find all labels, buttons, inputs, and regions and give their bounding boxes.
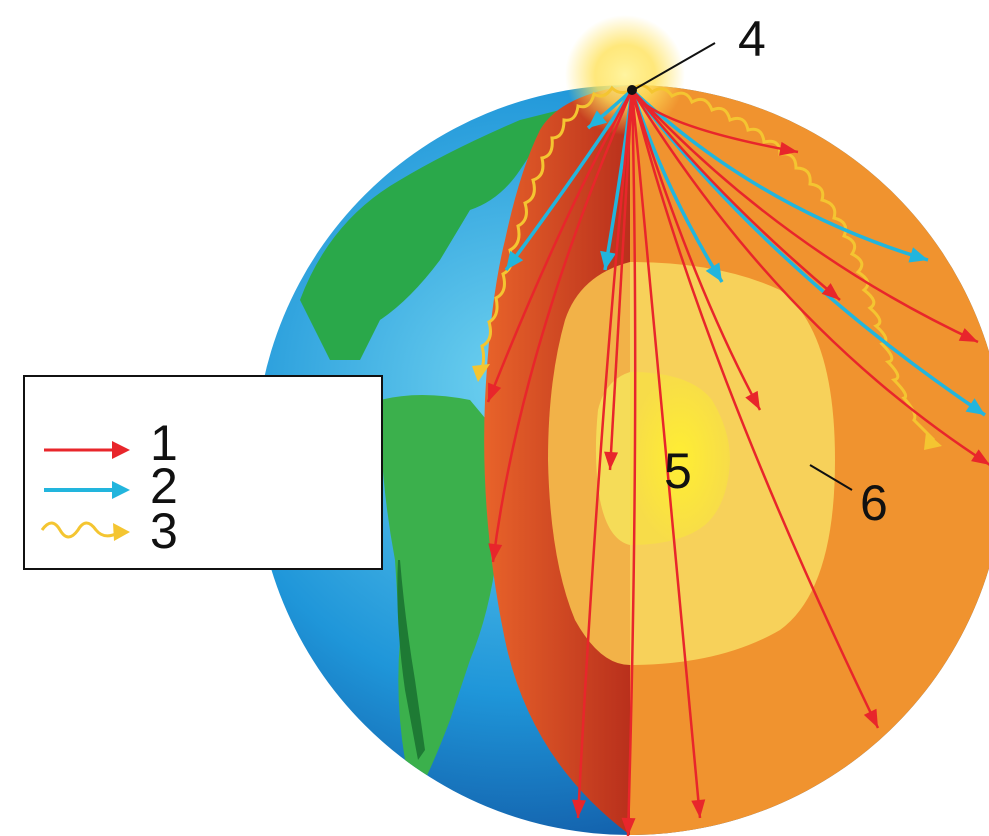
legend-surface-wave-arrowhead [113,523,130,541]
p-wave-ray-8-arrowhead [971,449,989,465]
s-wave-ray-5-arrowhead [908,247,928,263]
legend-p-wave-arrowhead [112,441,130,459]
legend-label-2: 2 [150,458,178,514]
p-wave-ray-4 [576,89,634,819]
inner-core-label: 5 [664,443,692,499]
p-wave-ray-3-arrowhead [488,543,503,562]
outer-core-leader-line [809,464,853,491]
p-wave-ray-9 [631,89,979,344]
earth-cutaway [484,85,989,835]
outer-core-label: 6 [860,475,888,531]
outer-core-section [630,262,835,665]
legend-item-surface-wave: 3 [40,503,178,559]
surface-wave-left-arrowhead [472,364,490,382]
p-wave-ray-6 [630,89,702,819]
outer-core-cut-face [548,262,630,665]
p-wave-ray-5-arrowhead [621,817,636,836]
p-wave-ray-7 [630,89,880,729]
andes-ridge [397,560,425,760]
p-wave-ray-2 [486,89,634,403]
surface-waves [472,84,942,450]
s-wave-ray-2-arrowhead [506,250,524,270]
p-wave-ray-8 [630,89,989,466]
p-wave-ray-5 [626,89,637,836]
legend: 1 2 3 [23,375,383,570]
p-wave-ray-7-arrowhead [863,708,878,728]
p-wave-ray-6-arrowhead [691,799,706,818]
epicenter-glow [565,15,685,135]
s-wave-ray-5 [630,88,929,262]
legend-surface-wave-line [40,521,119,539]
legend-s-wave-arrowhead [112,481,130,499]
legend-box [23,375,383,570]
epicenter-leader-line [634,42,716,90]
legend-item-p-wave: 1 [44,415,178,471]
p-wave-ray-11-arrowhead [604,451,619,470]
surface-wave-right [630,84,936,442]
legend-item-s-wave: 2 [44,458,178,514]
s-wave-ray-6-arrowhead [965,398,985,415]
surface-wave-right-arrowhead [924,432,942,450]
legend-label-3: 3 [150,503,178,559]
legend-label-1: 1 [150,415,178,471]
continents [300,110,560,790]
s-wave-ray-3-arrowhead [600,250,616,270]
p-waves [486,89,989,836]
p-wave-ray-2-arrowhead [488,382,502,402]
p-wave-ray-1-arrowhead [779,141,798,156]
north-america-landmass [300,110,560,360]
s-wave-ray-2 [504,89,634,272]
p-wave-ray-4-arrowhead [571,799,586,818]
p-wave-ray-12-arrowhead [745,390,760,410]
s-wave-ray-4-arrowhead [705,262,722,282]
surface-wave-left [478,85,633,373]
p-wave-ray-10-arrowhead [821,283,840,300]
inner-core-section [630,372,730,545]
p-wave-ray-3 [491,89,634,563]
p-wave-ray-12 [630,89,762,411]
p-wave-ray-10 [631,89,841,301]
s-wave-ray-1-arrowhead [588,110,607,128]
epicenter-point [627,85,637,95]
p-wave-ray-9-arrowhead [958,328,978,342]
epicenter-label: 4 [738,11,766,67]
p-wave-ray-11 [608,89,634,471]
